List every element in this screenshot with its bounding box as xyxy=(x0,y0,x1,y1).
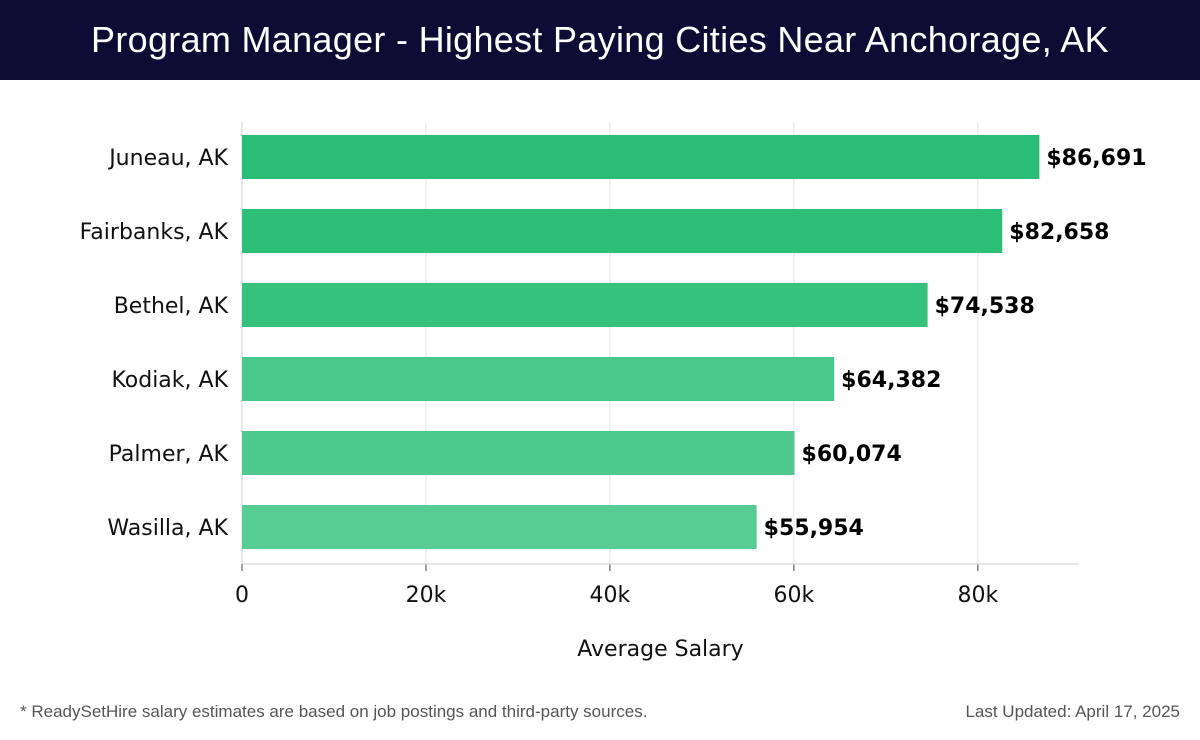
bars xyxy=(242,135,1040,549)
x-axis-title: Average Salary xyxy=(577,637,743,662)
salary-bar-chart: 0 20k 40k 60k 80k Juneau, AK $86,691 Fairbanks,… xyxy=(80,122,1147,662)
bar-1 xyxy=(242,209,1003,253)
bar-2 xyxy=(242,283,928,327)
bar-3 xyxy=(242,357,835,401)
x-tick-label-2: 40k xyxy=(590,583,631,608)
x-tick-label-1: 20k xyxy=(406,583,447,608)
page-title: Program Manager - Highest Paying Cities … xyxy=(91,19,1109,60)
labels: 0 20k 40k 60k 80k Juneau, AK $86,691 Fairbanks,… xyxy=(80,146,1147,662)
bar-4 xyxy=(242,431,795,475)
value-label-1: $82,658 xyxy=(1009,220,1109,245)
value-label-4: $60,074 xyxy=(802,442,902,467)
x-tick-label-0: 0 xyxy=(235,583,249,608)
category-label-3: Kodiak, AK xyxy=(111,368,228,393)
value-label-2: $74,538 xyxy=(935,294,1035,319)
category-label-1: Fairbanks, AK xyxy=(80,220,229,245)
category-label-0: Juneau, AK xyxy=(107,146,228,171)
category-label-5: Wasilla, AK xyxy=(107,516,228,541)
x-tick-label-3: 60k xyxy=(774,583,815,608)
x-tick-label-4: 80k xyxy=(957,583,998,608)
bar-5 xyxy=(242,505,757,549)
category-label-2: Bethel, AK xyxy=(114,294,229,319)
bar-0 xyxy=(242,135,1040,179)
value-label-5: $55,954 xyxy=(764,516,864,541)
title-bar: Program Manager - Highest Paying Cities … xyxy=(0,0,1200,80)
value-label-0: $86,691 xyxy=(1046,146,1146,171)
grid-lines xyxy=(241,122,1079,571)
last-updated: Last Updated: April 17, 2025 xyxy=(965,702,1180,721)
category-label-4: Palmer, AK xyxy=(109,442,229,467)
value-label-3: $64,382 xyxy=(841,368,941,393)
footer-note: * ReadySetHire salary estimates are base… xyxy=(20,702,648,721)
